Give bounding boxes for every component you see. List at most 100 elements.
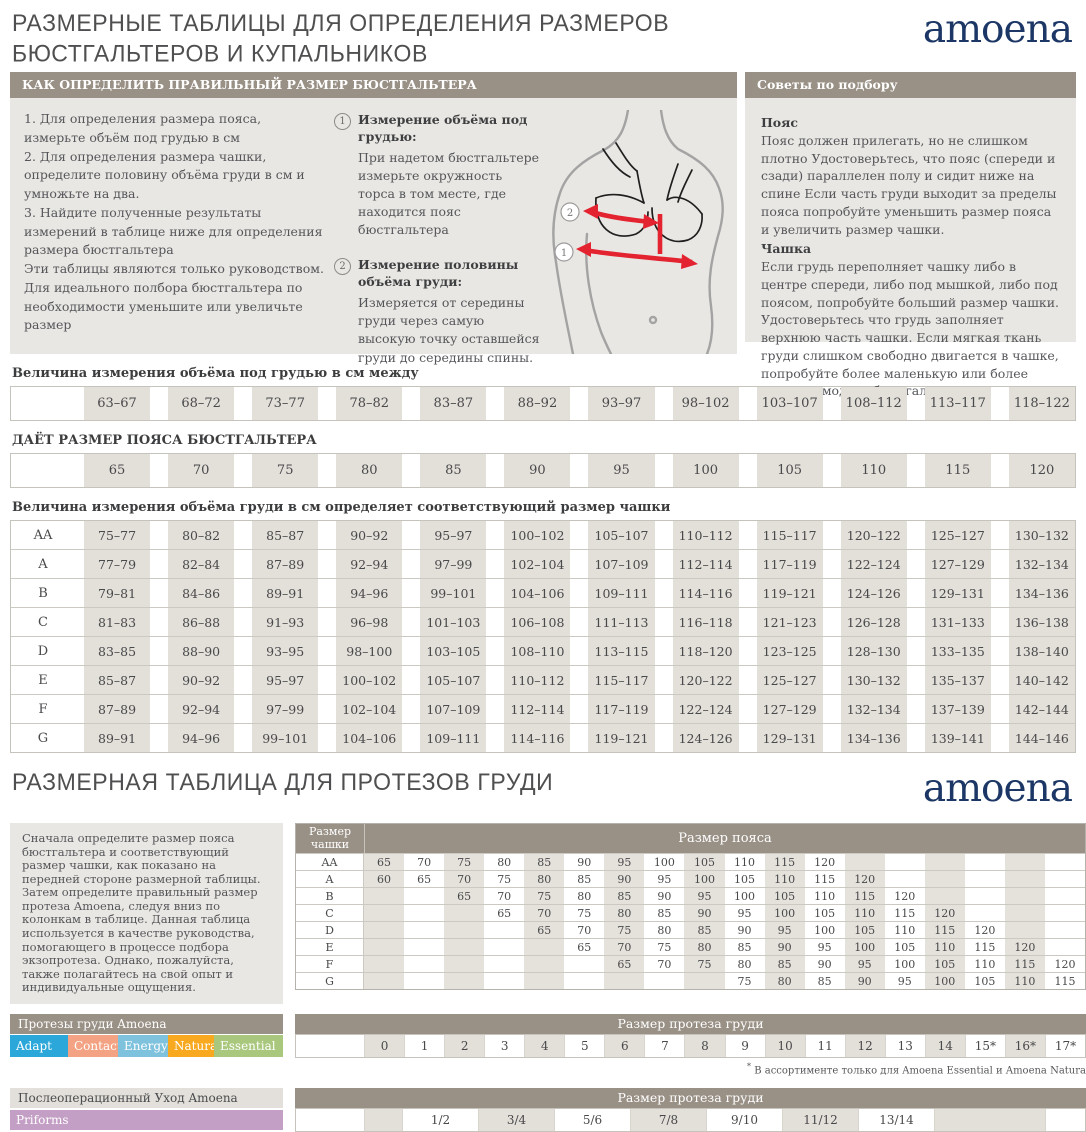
- prosthesis-band-cell: 65: [417, 872, 432, 886]
- cup-range-cell: 91–93: [252, 608, 319, 636]
- prosthesis-band-cell: 105: [814, 906, 836, 920]
- tip-text: Пояс должен прилегать, но не слишком пло…: [761, 132, 1057, 237]
- prosthesis-band-cell: 70: [604, 939, 645, 955]
- prosthesis-band-cell: 120: [894, 889, 916, 903]
- tip-title: Пояс: [761, 115, 798, 130]
- cup-range-cell: 112–114: [504, 695, 571, 723]
- cup-range-cell: 90–92: [336, 521, 403, 549]
- cup-range-cell: 109–111: [420, 724, 487, 752]
- prosthesis-cup-cell: F: [296, 956, 364, 972]
- band-size-cell: 75: [252, 454, 319, 487]
- prosthesis-band-cell: 65: [364, 854, 405, 870]
- prosthesis-table-row: G 75 80 85 90 95 100 105 110 115: [296, 972, 1085, 989]
- prosthesis-size-cell: 10: [764, 1034, 805, 1057]
- prosthesis-band-cell: [684, 973, 725, 989]
- amoena-logo: amoena: [922, 7, 1073, 52]
- prosthesis-band-cell: [364, 922, 405, 938]
- prosthesis-band-cell: 105: [764, 888, 805, 904]
- prosthesis-section-header: РАЗМЕРНАЯ ТАБЛИЦА ДЛЯ ПРОТЕЗОВ ГРУДИ amo…: [0, 753, 1086, 809]
- band-size-cell: 110: [840, 454, 907, 487]
- prosthesis-table: Размер чашки Размер пояса AA 65 70 75 80 85 90…: [295, 823, 1086, 990]
- cup-range-cell: 119–121: [588, 724, 655, 752]
- prosthesis-band-cell: 110: [764, 871, 805, 887]
- prosthesis-band-cell: [364, 939, 405, 955]
- prosthesis-size-cell: 5: [564, 1034, 604, 1057]
- prosthesis-table-row: F 65 70 75 80 85 90 95 100 105 110 115 120: [296, 955, 1085, 972]
- prosthesis-band-cell: 80: [657, 923, 672, 937]
- prosthesis-band-cell: 105: [734, 872, 756, 886]
- cup-range-cell: 77–79: [84, 550, 151, 578]
- cup-range-cell: 97–99: [420, 550, 487, 578]
- prosthesis-band-cell: [444, 905, 485, 921]
- bra-illustration-svg: 2 1: [552, 108, 724, 356]
- prosthesis-band-cell: 70: [524, 905, 565, 921]
- prosthesis-band-cell: 105: [974, 974, 996, 988]
- cup-range-cell: 104–106: [336, 724, 403, 752]
- prosthesis-band-cell: [924, 871, 965, 887]
- page-title: РАЗМЕРНЫЕ ТАБЛИЦЫ ДЛЯ ОПРЕДЕЛЕНИЯ РАЗМЕР…: [12, 8, 669, 69]
- underbust-range-cell: 63–67: [84, 387, 151, 420]
- sizes-footnote: * В ассортименте только для Amoena Essen…: [295, 1061, 1086, 1076]
- prosthesis-band-cell: 110: [844, 905, 885, 921]
- cup-table-row: A 77–79 82–84 87–89 92–94 97–99 102–104 107–109…: [11, 550, 1075, 579]
- cup-letter-cell: B: [38, 585, 48, 601]
- cup-range-cell: 134–136: [840, 724, 907, 752]
- prosthesis-band-cell: 65: [577, 940, 592, 954]
- prosthesis-band-cell: [885, 871, 925, 887]
- cup-range-cell: 140–142: [1008, 666, 1075, 694]
- prosthesis-band-cell: [1004, 888, 1045, 904]
- cup-range-cell: 106–108: [504, 608, 571, 636]
- prosthesis-band-cell: [1045, 871, 1085, 887]
- prosthesis-band-cell: 90: [577, 855, 592, 869]
- prosthesis-band-cell: [885, 854, 925, 870]
- cup-table-row: E 85–87 90–92 95–97 100–102 105–107 110–112 115…: [11, 666, 1075, 695]
- prosthesis-band-cell: 100: [734, 889, 756, 903]
- prosthesis-sizes-block: Размер протеза груди 0 1 2 3 4 5 6 7 8 9 10 11 12 13 1…: [295, 1013, 1086, 1076]
- measurement-text: Измеряется от середины груди через самую…: [358, 295, 540, 365]
- prosthesis-band-cell: [524, 956, 565, 972]
- prosthesis-cup-cell: D: [296, 922, 364, 938]
- aftercare-header: Послеоперационный Уход Amoena: [10, 1088, 283, 1109]
- priforms-chip: Priforms: [10, 1110, 283, 1131]
- prosthesis-band-cell: 65: [444, 888, 485, 904]
- cup-range-cell: 94–96: [168, 724, 235, 752]
- aftercare-size-cell: 3/4: [478, 1109, 554, 1132]
- prosthesis-cup-cell: C: [296, 905, 364, 921]
- prosthesis-size-cell: 12: [844, 1034, 885, 1057]
- prosthesis-band-cell: 85: [684, 922, 725, 938]
- cup-range-cell: 119–121: [756, 579, 823, 607]
- cup-range-cell: 111–113: [588, 608, 655, 636]
- cup-range-cell: 93–95: [252, 637, 319, 665]
- cup-range-cell: 101–103: [420, 608, 487, 636]
- aftercare-size-cell: 11/12: [782, 1109, 858, 1132]
- prosthesis-band-cell: 110: [734, 855, 756, 869]
- cup-range-cell: 84–86: [168, 579, 235, 607]
- cup-range-cell: 87–89: [252, 550, 319, 578]
- measurement-title: Измерение половины объёма груди:: [358, 257, 519, 290]
- prosthesis-size-cell: 8: [684, 1034, 725, 1057]
- prosthesis-table-row: D 65 70 75 80 85 90 95 100 105 110 115 120: [296, 921, 1085, 938]
- product-chip: Adapt: [10, 1034, 68, 1057]
- prosthesis-band-header: Размер пояса: [365, 824, 1085, 853]
- prosthesis-band-cell: 115: [974, 940, 996, 954]
- empty-cell: [1045, 1109, 1085, 1132]
- underbust-label: Величина измерения объёма под грудью в с…: [12, 366, 419, 381]
- cup-range-cell: 128–130: [840, 637, 907, 665]
- cup-letter-cell: D: [37, 643, 49, 659]
- cup-range-cell: 85–87: [84, 666, 151, 694]
- prosthesis-band-cell: 75: [497, 872, 512, 886]
- band-size-cell: 80: [336, 454, 403, 487]
- cup-letter-cell: AA: [33, 527, 53, 543]
- prosthesis-band-cell: 120: [1054, 957, 1076, 971]
- band-size-cell: 85: [420, 454, 487, 487]
- prosthesis-size-cell: 9: [724, 1034, 765, 1057]
- underbust-range-cell: 113–117: [924, 387, 991, 420]
- cup-size-table: AA 75–77 80–82 85–87 90–92 95–97 100–102 105–10…: [10, 520, 1076, 753]
- cup-range-cell: 142–144: [1008, 695, 1075, 723]
- prosthesis-cup-header: Размер чашки: [296, 824, 365, 853]
- cup-range-cell: 134–136: [1008, 579, 1075, 607]
- prosthesis-band-cell: [444, 956, 485, 972]
- cup-range-cell: 135–137: [924, 666, 991, 694]
- footnote-text: В ассортименте только для Amoena Essenti…: [751, 1065, 1086, 1077]
- cup-range-cell: 118–120: [672, 637, 739, 665]
